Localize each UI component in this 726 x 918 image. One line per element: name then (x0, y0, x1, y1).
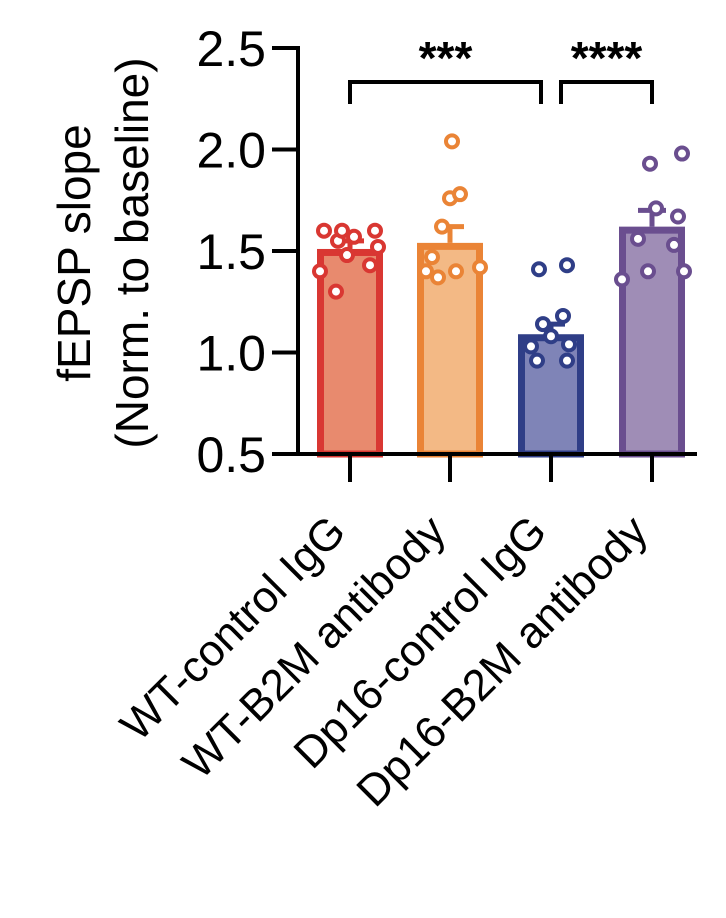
data-points (312, 133, 692, 369)
data-point-2-8 (452, 186, 468, 203)
data-point-4-9 (674, 145, 690, 162)
error-bars (336, 207, 666, 335)
data-point-3-3 (523, 338, 539, 355)
data-point-2-4 (472, 259, 488, 276)
significance-label-1: *** (419, 32, 473, 84)
significance-bracket-2 (559, 80, 654, 104)
y-axis-label-line-1: fEPSP slope (48, 124, 100, 381)
data-point-4-3 (676, 263, 692, 280)
significance-label-2: **** (571, 32, 643, 84)
data-point-1-9 (334, 222, 350, 239)
axes: 0.5 1.0 1.5 2.0 2.5 (196, 21, 697, 483)
data-point-3-6 (535, 316, 551, 333)
data-point-1-8 (316, 222, 332, 239)
data-point-2-3 (448, 263, 464, 280)
data-point-1-3 (362, 257, 378, 274)
data-point-4-6 (670, 208, 686, 225)
y-axis-label-line-2: (Norm. to baseline) (106, 57, 158, 448)
data-point-3-7 (555, 307, 571, 324)
data-point-3-5 (543, 328, 559, 345)
y-tick-label-4: 2.0 (196, 123, 266, 179)
data-point-1-2 (312, 263, 328, 280)
data-point-4-8 (642, 155, 658, 172)
data-point-4-4 (666, 236, 682, 253)
data-point-3-1 (529, 352, 545, 369)
data-point-2-2 (418, 263, 434, 280)
data-point-2-9 (444, 133, 460, 150)
data-point-3-9 (559, 257, 575, 274)
data-point-3-2 (559, 352, 575, 369)
y-tick-label-3: 1.5 (196, 224, 266, 280)
data-point-3-8 (531, 261, 547, 278)
y-axis-label: fEPSP slope (Norm. to baseline) (48, 57, 158, 448)
data-point-1-5 (370, 238, 386, 255)
data-point-1-10 (367, 222, 383, 239)
y-tick-label-1: 0.5 (196, 427, 266, 483)
data-point-2-1 (430, 269, 446, 286)
data-point-3-4 (561, 336, 577, 353)
y-tick-label-5: 2.5 (196, 21, 266, 77)
bar-1 (317, 248, 383, 458)
data-point-4-5 (630, 230, 646, 247)
data-point-4-7 (648, 200, 664, 217)
bar-4 (619, 226, 685, 458)
significance-brackets: *** **** (348, 32, 654, 104)
data-point-1-1 (328, 283, 344, 300)
data-point-2-5 (424, 249, 440, 266)
data-point-2-6 (434, 218, 450, 235)
data-point-1-7 (346, 228, 362, 245)
y-tick-label-2: 1.0 (196, 326, 266, 382)
data-point-1-4 (339, 247, 355, 264)
data-point-4-1 (614, 271, 630, 288)
significance-bracket-1 (348, 80, 543, 104)
data-point-4-2 (640, 263, 656, 280)
